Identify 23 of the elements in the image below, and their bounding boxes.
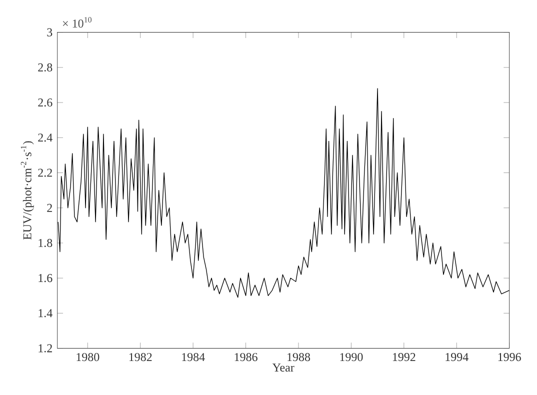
x-axis-title: Year	[272, 364, 294, 372]
y-tick-label: 1.8	[38, 238, 52, 248]
y-tick-label: 1.2	[38, 344, 52, 352]
x-tick-label: 1986	[234, 353, 258, 362]
y-tick-label: 2.6	[38, 98, 52, 107]
y-tick-label: 1.6	[38, 274, 52, 282]
x-tick-label: 1992	[392, 353, 416, 362]
y-tick-label: 2	[47, 204, 52, 212]
x-tick-label: 1984	[182, 353, 205, 362]
text: × 10$^{10}$	[62, 17, 92, 28]
y-tick-label: 2.2	[38, 168, 52, 177]
x-tick-label: 1996	[498, 353, 521, 362]
y-tick-label: 1.4	[38, 309, 52, 318]
y-tick-label: 3	[47, 28, 52, 36]
line-series	[58, 88, 510, 298]
x-tick-label: 1980	[76, 353, 100, 362]
x-tick-label: 1990	[340, 353, 363, 362]
x-tick-label: 1994	[446, 353, 468, 362]
x-tick-label: 1982	[129, 353, 152, 362]
x-tick-label: 1988	[288, 353, 310, 362]
y-tick-label: 2.4	[38, 134, 52, 142]
y-axis-title: EUV/(phot·cm$^{-2}$·s$^{-1}$)	[20, 141, 34, 240]
y-tick-label: 2.8	[38, 63, 52, 72]
